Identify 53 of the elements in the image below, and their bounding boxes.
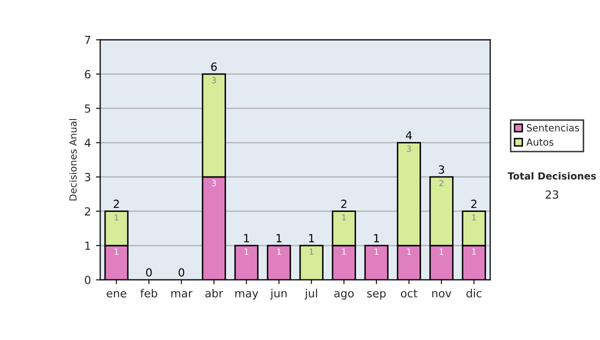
data-label: 1 <box>114 214 118 220</box>
x-tick-label: jul <box>304 288 318 300</box>
data-label: 1 <box>310 248 314 255</box>
x-tick-label: nov <box>432 291 452 298</box>
text: Total Decisiones <box>508 172 596 180</box>
data-label: 1 <box>374 248 378 255</box>
data-label: 1 <box>114 248 118 255</box>
total-label: 1 <box>244 234 249 242</box>
total-label: 1 <box>309 234 314 242</box>
legend-label: Autos <box>526 138 554 146</box>
y-tick-label: 4 <box>84 138 91 147</box>
x-tick-label: jun <box>270 288 287 300</box>
total-label: 6 <box>211 62 217 71</box>
data-label: 1 <box>472 214 476 220</box>
total-label: 1 <box>374 234 379 242</box>
total-label: 1 <box>276 234 282 242</box>
total-label: 0 <box>178 268 184 277</box>
total-label: 3 <box>438 165 444 174</box>
data-label: 1 <box>407 248 411 255</box>
total-label: 2 <box>471 200 476 208</box>
x-tick-label: sep <box>367 291 386 300</box>
y-tick-label: 0 <box>84 276 90 284</box>
y-tick-label: 1 <box>85 242 90 250</box>
data-label: 3 <box>212 180 216 186</box>
data-label: 3 <box>212 77 216 84</box>
x-tick-label: oct <box>400 289 418 298</box>
total-label: 2 <box>341 200 346 208</box>
text: 23 <box>546 190 558 199</box>
y-tick-label: 6 <box>84 70 90 78</box>
data-label: 1 <box>440 248 444 255</box>
x-tick-label: may <box>235 291 258 300</box>
x-tick-label: dic <box>466 288 482 298</box>
data-label: 2 <box>439 180 444 186</box>
y-tick-label: 5 <box>84 104 90 113</box>
x-tick-label: mar <box>171 291 193 298</box>
x-tick-label: ago <box>334 291 354 300</box>
data-label: 1 <box>277 248 281 255</box>
data-label: 1 <box>342 248 346 255</box>
x-tick-label: feb <box>140 288 158 298</box>
x-tick-label: abr <box>205 288 224 298</box>
data-label: 1 <box>342 214 346 220</box>
x-tick-label: ene <box>106 291 126 298</box>
total-label: 4 <box>406 131 412 140</box>
data-label: 1 <box>244 248 248 255</box>
legend-label: Sentencias <box>526 124 580 132</box>
data-label: 1 <box>472 248 476 255</box>
total-label: 0 <box>146 268 152 277</box>
y-axis-title: Decisiones Anual <box>69 119 77 200</box>
y-tick-label: 3 <box>84 172 90 182</box>
y-tick-label: 7 <box>85 36 90 44</box>
total-label: 2 <box>114 200 119 208</box>
y-tick-label: 2 <box>84 207 90 216</box>
data-label: 3 <box>406 146 411 152</box>
